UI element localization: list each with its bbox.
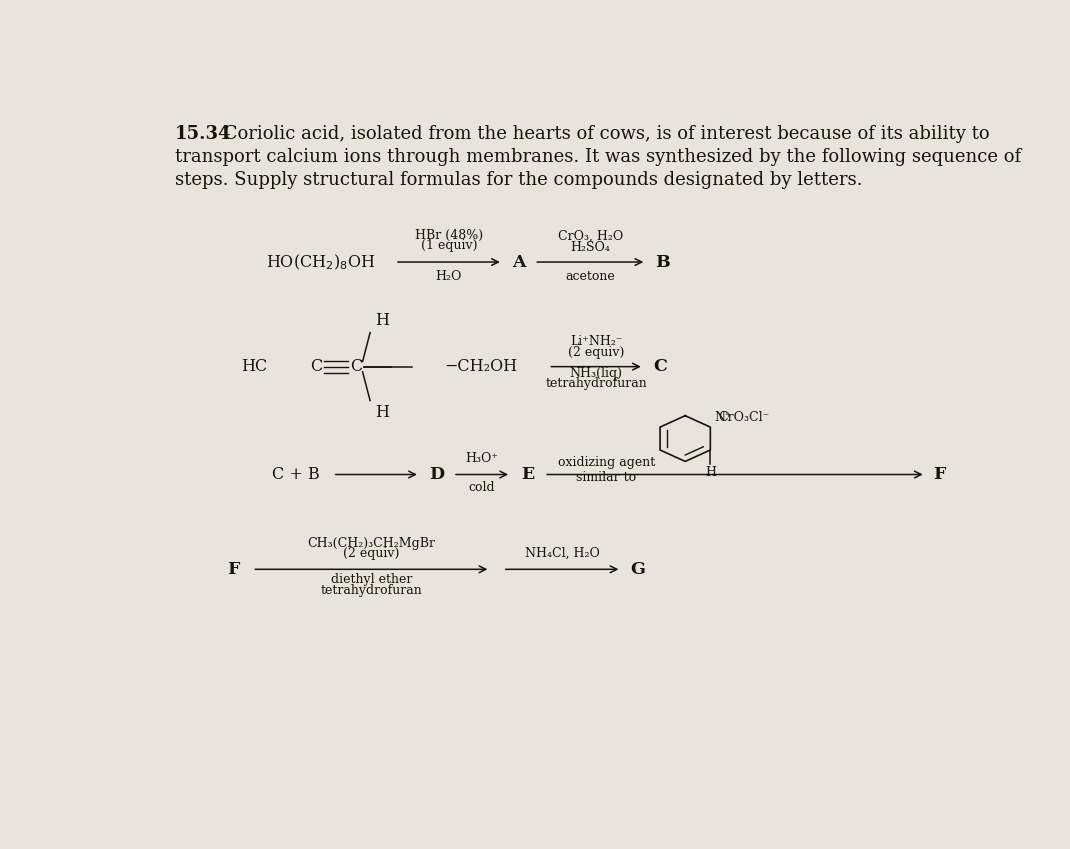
Text: H₂SO₄: H₂SO₄	[570, 240, 610, 254]
Text: Li⁺NH₂⁻: Li⁺NH₂⁻	[570, 335, 623, 348]
Text: H: H	[376, 404, 389, 421]
Text: F: F	[227, 561, 240, 578]
Text: E: E	[521, 466, 534, 483]
Text: A: A	[513, 254, 526, 271]
Text: 15.34: 15.34	[175, 125, 232, 143]
Text: NH₃(liq): NH₃(liq)	[569, 367, 623, 380]
Text: transport calcium ions through membranes. It was synthesized by the following se: transport calcium ions through membranes…	[175, 148, 1022, 166]
Text: C: C	[310, 358, 322, 375]
Text: diethyl ether: diethyl ether	[331, 573, 412, 587]
Text: B: B	[656, 254, 670, 271]
Text: G: G	[630, 561, 645, 578]
Text: C: C	[654, 358, 668, 375]
Text: C: C	[350, 358, 362, 375]
Text: H₂O: H₂O	[435, 270, 462, 283]
Text: H: H	[376, 312, 389, 329]
Text: HO(CH$_2$)$_8$OH: HO(CH$_2$)$_8$OH	[265, 252, 376, 272]
Text: acetone: acetone	[565, 270, 615, 283]
Text: CrO₃Cl⁻: CrO₃Cl⁻	[718, 411, 769, 424]
Text: N⁺: N⁺	[715, 411, 732, 424]
Text: −CH₂OH: −CH₂OH	[444, 358, 517, 375]
Text: H₃O⁺: H₃O⁺	[465, 452, 499, 464]
Text: (2 equiv): (2 equiv)	[343, 547, 399, 560]
Text: C + B: C + B	[272, 466, 319, 483]
Text: steps. Supply structural formulas for the compounds designated by letters.: steps. Supply structural formulas for th…	[175, 171, 862, 188]
Text: (2 equiv): (2 equiv)	[568, 346, 624, 359]
Text: F: F	[934, 466, 946, 483]
Text: tetrahydrofuran: tetrahydrofuran	[320, 584, 423, 597]
Text: (1 equiv): (1 equiv)	[421, 239, 477, 252]
Text: NH₄Cl, H₂O: NH₄Cl, H₂O	[524, 547, 599, 559]
Text: similar to: similar to	[577, 471, 637, 484]
Text: Coriolic acid, isolated from the hearts of cows, is of interest because of its a: Coriolic acid, isolated from the hearts …	[218, 125, 990, 143]
Text: CrO₃, H₂O: CrO₃, H₂O	[557, 229, 623, 243]
Text: HBr (48%): HBr (48%)	[415, 229, 483, 243]
Text: CH₃(CH₂)₃CH₂MgBr: CH₃(CH₂)₃CH₂MgBr	[307, 537, 435, 549]
Text: cold: cold	[469, 481, 495, 494]
Text: HC: HC	[241, 358, 268, 375]
Text: D: D	[429, 466, 444, 483]
Text: H: H	[705, 466, 716, 480]
Text: tetrahydrofuran: tetrahydrofuran	[546, 377, 647, 391]
Text: oxidizing agent: oxidizing agent	[557, 456, 655, 469]
